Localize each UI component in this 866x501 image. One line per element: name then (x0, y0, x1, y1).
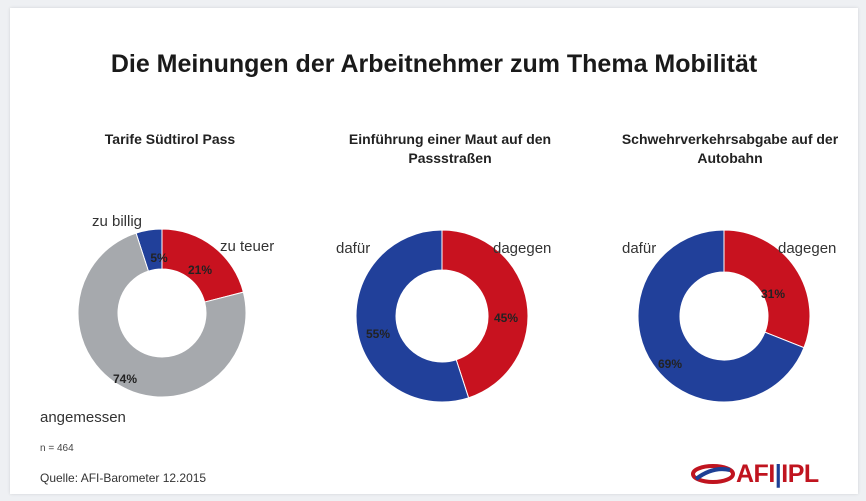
data-label-1-1: 55% (366, 327, 390, 341)
slice-1-dagegen (441, 229, 529, 399)
logo-text: AFI|IPL (736, 459, 819, 488)
donut-chart-tarife: zu billig 5% zu teuer 21% angemessen 74% dageg… (40, 213, 836, 426)
data-label-1-0: 45% (494, 311, 518, 325)
slice-label-2-1: dafür (622, 240, 656, 257)
chart-title-schwerverkehr: Schwehrverkehrsabgabe auf der Autobahn (621, 131, 839, 166)
slice-label-0-2: angemessen (40, 409, 126, 426)
slice-label-0-0: zu billig (92, 213, 142, 230)
chart-title-maut: Einführung einer Maut auf den Passstraße… (348, 131, 552, 166)
logo-swoosh-icon (691, 464, 735, 484)
sample-size-note: n = 464 (40, 443, 74, 454)
page-title: Die Meinungen der Arbeitnehmer zum Thema… (110, 50, 758, 78)
slice-0-angemessen (77, 232, 247, 398)
slice-label-1-1: dafür (336, 240, 370, 257)
slice-label-2-0: dagegen (778, 240, 836, 257)
source-note: Quelle: AFI-Barometer 12.2015 (40, 471, 207, 485)
data-label-2-1: 69% (658, 357, 682, 371)
data-label-0-0: 5% (150, 251, 168, 265)
slice-2-dafür (637, 229, 805, 403)
afi-ipl-logo: AFI|IPL (690, 457, 819, 491)
slice-2-dagegen (723, 229, 811, 349)
slide: Die Meinungen der Arbeitnehmer zum Thema… (10, 8, 858, 494)
slice-label-1-0: dagegen (493, 240, 551, 257)
data-label-2-0: 31% (761, 287, 785, 301)
chart-title-tarife: Tarife Südtirol Pass (104, 131, 236, 147)
data-label-0-1: 21% (188, 263, 212, 277)
slice-1-dafür (355, 229, 470, 403)
data-label-0-2: 74% (113, 372, 137, 386)
slice-label-0-1: zu teuer (220, 238, 274, 255)
